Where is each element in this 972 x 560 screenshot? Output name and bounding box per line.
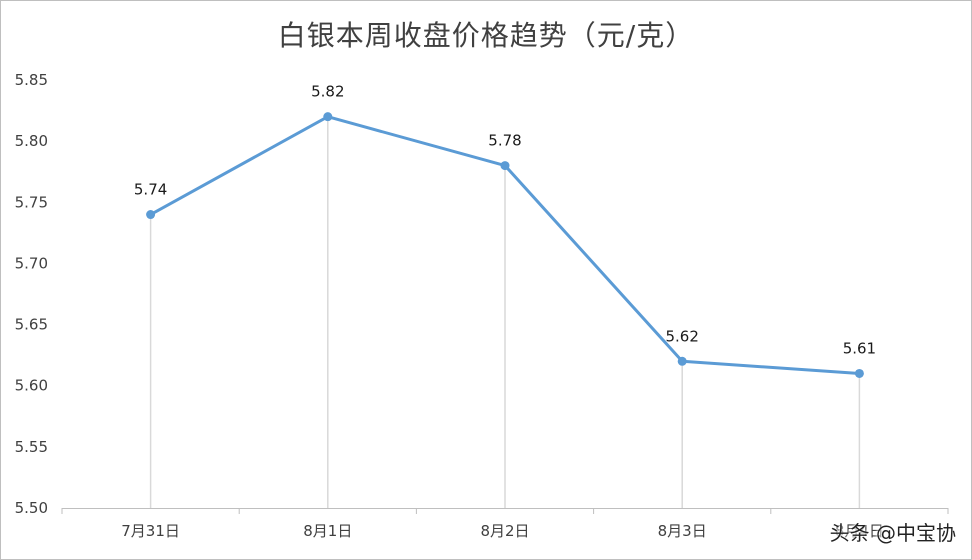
watermark: 头条 @中宝协 xyxy=(829,521,956,545)
data-point xyxy=(677,356,687,366)
data-label: 5.78 xyxy=(488,132,521,150)
data-point xyxy=(854,368,864,378)
x-tick-label: 8月1日 xyxy=(303,522,352,540)
data-point xyxy=(146,210,156,220)
x-tick-label: 8月4日 xyxy=(835,522,884,540)
x-tick-label: 8月3日 xyxy=(658,522,707,540)
y-tick-label: 5.55 xyxy=(15,438,48,456)
y-tick-label: 5.50 xyxy=(15,499,48,517)
y-tick-label: 5.75 xyxy=(15,193,48,211)
x-tick-label: 7月31日 xyxy=(121,522,180,540)
y-tick-label: 5.80 xyxy=(15,132,48,150)
y-tick-label: 5.85 xyxy=(15,71,48,89)
data-label: 5.62 xyxy=(665,327,698,345)
y-tick-label: 5.65 xyxy=(15,316,48,334)
chart-title: 白银本周收盘价格趋势（元/克） xyxy=(277,19,695,52)
y-tick-label: 5.60 xyxy=(15,377,48,395)
y-tick-label: 5.70 xyxy=(15,254,48,272)
data-label: 5.74 xyxy=(134,181,167,199)
data-point xyxy=(500,161,510,171)
data-label: 5.82 xyxy=(311,83,344,101)
data-label: 5.61 xyxy=(843,339,876,357)
data-point xyxy=(323,112,333,122)
x-tick-label: 8月2日 xyxy=(480,522,529,540)
